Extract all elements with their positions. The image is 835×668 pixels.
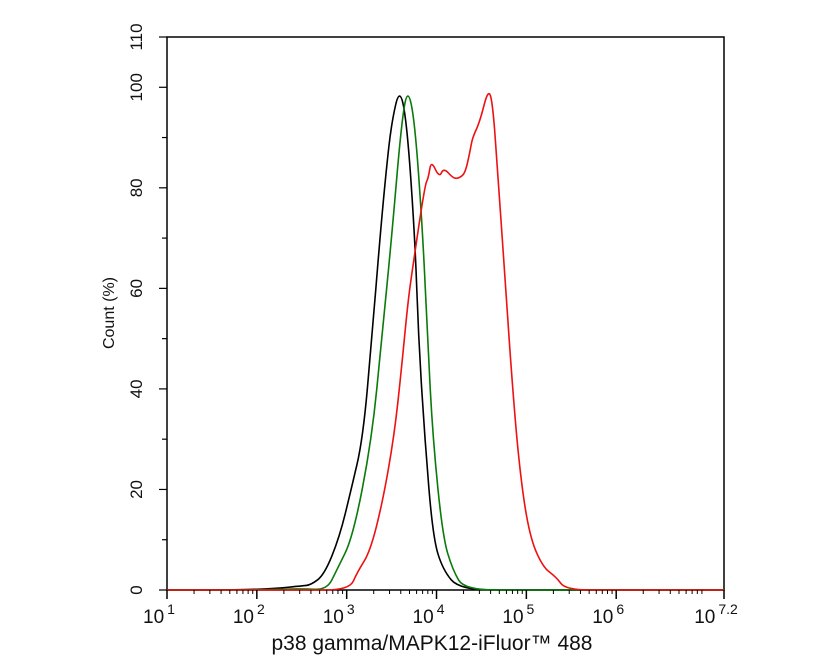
y-tick-label: 100 [127,73,146,101]
series-line-black [167,95,724,591]
y-tick-label: 40 [127,379,146,398]
y-tick-label: 60 [127,279,146,298]
series-line-green [167,95,724,591]
series-line-red [167,92,724,591]
x-tick-label: 10 7.2 [694,601,738,628]
x-axis-label: p38 gamma/MAPK12-iFluor™ 488 [272,632,593,655]
y-axis-label: Count (%) [101,277,118,349]
x-tick-label: 10 2 [233,601,265,628]
x-axis: 10 1 10 2 10 3 10 4 10 5 10 6 10 7.2 [143,590,738,628]
x-tick-label: 10 5 [502,601,534,628]
y-axis: 0 20 40 60 80 100 110 [127,23,167,595]
x-tick-label: 10 4 [413,601,445,628]
plot-frame [166,36,725,591]
y-tick-label: 0 [127,585,146,594]
series-group [167,92,724,591]
x-tick-label: 10 6 [592,601,624,628]
y-tick-label: 110 [127,23,146,50]
x-tick-label: 10 1 [143,601,175,628]
y-tick-label: 80 [127,178,146,197]
x-tick-label: 10 3 [323,601,355,628]
y-tick-label: 20 [127,480,146,499]
